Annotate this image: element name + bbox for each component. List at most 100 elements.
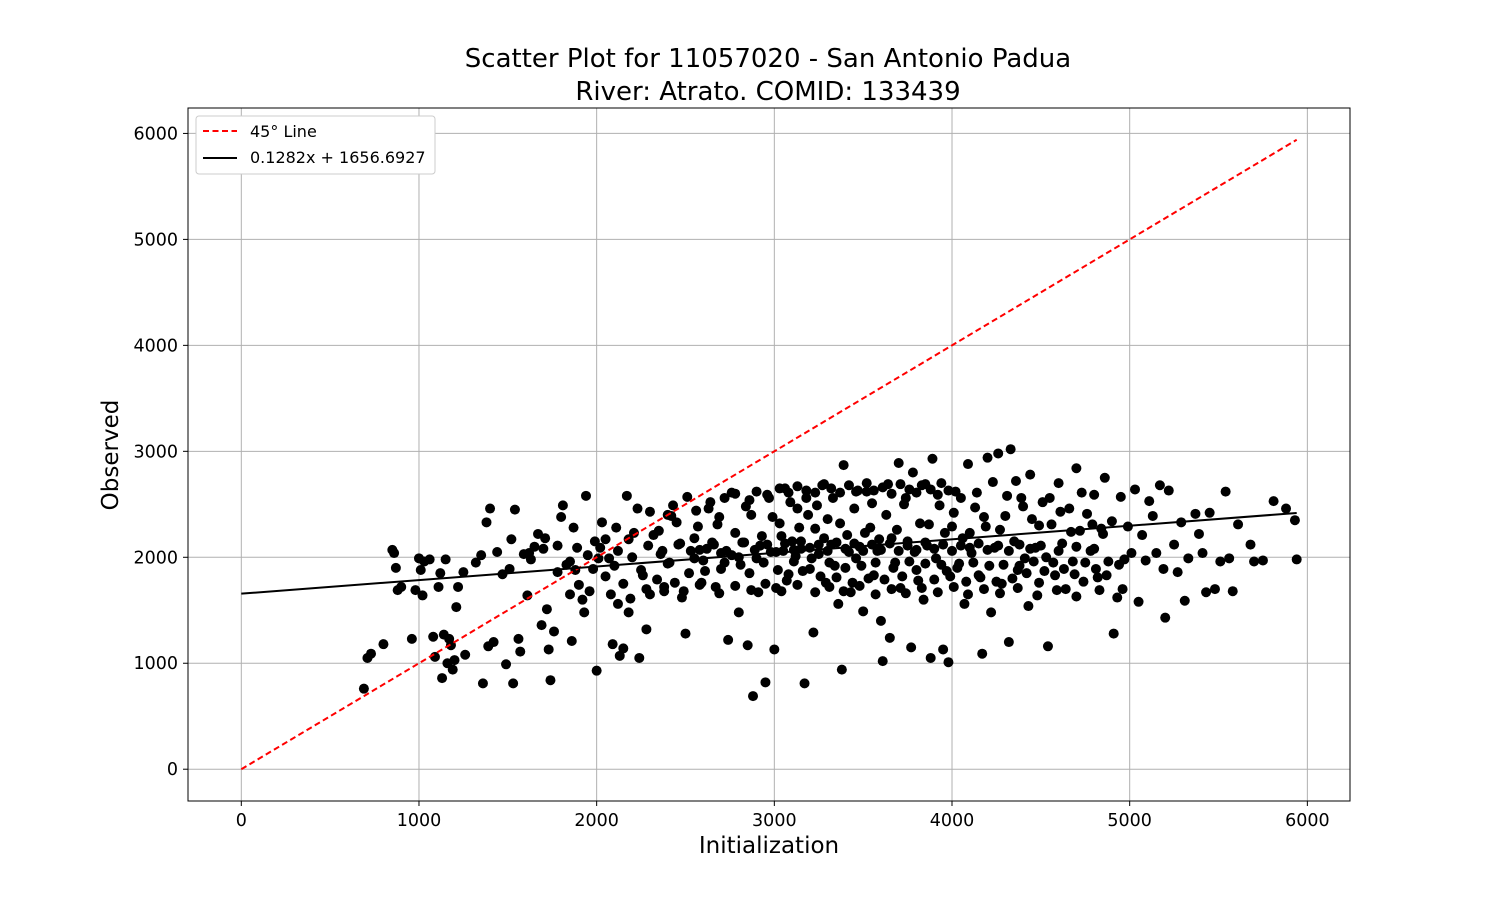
data-point — [1080, 557, 1091, 568]
data-point — [538, 543, 549, 554]
data-point — [961, 576, 972, 587]
legend-box — [195, 115, 436, 175]
data-point — [1112, 592, 1123, 603]
data-point — [588, 563, 599, 574]
data-point — [785, 497, 796, 508]
data-point — [774, 518, 785, 529]
x-tick-label: 6000 — [1285, 811, 1330, 831]
data-point — [708, 539, 719, 550]
data-point — [1257, 555, 1268, 566]
data-point — [685, 545, 696, 556]
data-point — [714, 588, 725, 599]
data-point — [644, 506, 655, 517]
data-point — [998, 559, 1009, 570]
data-point — [854, 580, 865, 591]
data-point — [932, 489, 943, 500]
data-point — [900, 588, 911, 599]
data-point — [1106, 516, 1117, 527]
data-point — [920, 558, 931, 569]
data-point — [929, 574, 940, 585]
data-point — [424, 554, 435, 565]
data-point — [797, 566, 808, 577]
data-point — [842, 530, 853, 541]
data-point — [435, 568, 446, 579]
data-point — [712, 519, 723, 530]
data-point — [907, 467, 918, 478]
data-point — [1058, 563, 1069, 574]
data-point — [977, 648, 988, 659]
data-point — [501, 659, 512, 670]
data-point — [1023, 601, 1034, 612]
data-point — [682, 491, 693, 502]
data-point — [900, 492, 911, 503]
data-point — [632, 503, 643, 514]
data-point — [826, 483, 837, 494]
data-point — [652, 574, 663, 585]
data-point — [744, 568, 755, 579]
data-point — [1144, 496, 1155, 507]
data-point — [504, 563, 515, 574]
data-point — [1209, 584, 1220, 595]
y-tick-label: 5000 — [133, 230, 178, 250]
plot-lines — [240, 138, 1298, 771]
data-point — [445, 640, 456, 651]
data-point — [458, 567, 469, 578]
data-point — [573, 579, 584, 590]
data-point — [799, 678, 810, 689]
data-point — [1215, 556, 1226, 567]
data-point — [936, 478, 947, 489]
data-point — [1094, 585, 1105, 596]
data-point — [955, 540, 966, 551]
data-point — [835, 518, 846, 529]
data-point — [760, 677, 771, 688]
data-point — [881, 509, 892, 520]
data-point — [936, 559, 947, 570]
scatter-points — [358, 444, 1302, 702]
data-point — [840, 543, 851, 554]
data-point — [540, 533, 551, 544]
plot-area-frame — [187, 107, 1351, 802]
data-point — [572, 542, 583, 553]
data-point — [1108, 628, 1119, 639]
data-point — [536, 620, 547, 631]
data-point — [1014, 560, 1025, 571]
data-point — [675, 538, 686, 549]
data-point — [485, 503, 496, 514]
x-tick-label: 4000 — [930, 811, 975, 831]
data-point — [625, 593, 636, 604]
data-point — [955, 492, 966, 503]
data-point — [1025, 543, 1036, 554]
data-point — [980, 521, 991, 532]
data-point — [596, 517, 607, 528]
data-point — [612, 598, 623, 609]
data-point — [1076, 487, 1087, 498]
data-point — [691, 505, 702, 516]
data-point — [1071, 591, 1082, 602]
data-point — [801, 485, 812, 496]
data-point — [582, 550, 593, 561]
data-point — [591, 665, 602, 676]
data-point — [1227, 586, 1238, 597]
data-point — [779, 538, 790, 549]
data-point — [875, 544, 886, 555]
data-point — [952, 562, 963, 573]
data-point — [378, 639, 389, 650]
data-point — [1289, 515, 1300, 526]
data-point — [792, 579, 803, 590]
data-point — [993, 448, 1004, 459]
data-point — [600, 534, 611, 545]
data-point — [1032, 590, 1043, 601]
data-point — [925, 652, 936, 663]
data-point — [964, 527, 975, 538]
data-point — [1057, 538, 1068, 549]
data-point — [417, 590, 428, 601]
data-point — [893, 457, 904, 468]
data-point — [694, 544, 705, 555]
data-point — [618, 643, 629, 654]
data-point — [1039, 566, 1050, 577]
data-point — [822, 514, 833, 525]
data-point — [1071, 463, 1082, 474]
data-point — [831, 537, 842, 548]
data-point — [600, 571, 611, 582]
